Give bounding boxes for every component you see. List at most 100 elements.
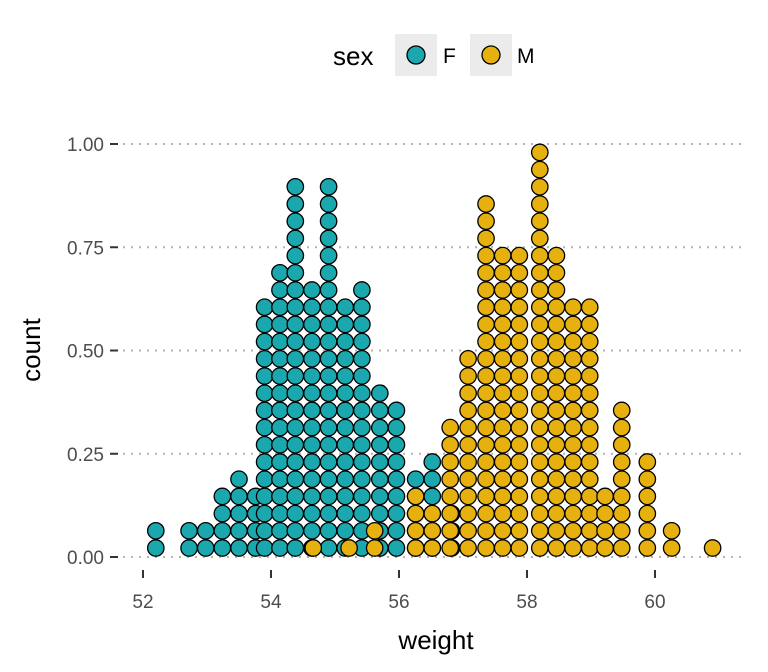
dot-f <box>230 539 248 557</box>
dot-f <box>336 349 355 368</box>
dot-f <box>255 504 274 523</box>
dot-m <box>459 487 477 506</box>
x-axis-title: weight <box>397 625 474 655</box>
dot-m <box>493 281 512 299</box>
dot-m <box>530 418 549 437</box>
dot-f <box>286 212 305 231</box>
dot-m <box>596 539 614 557</box>
dot-f <box>336 521 355 540</box>
dot-m <box>423 539 442 557</box>
dot-m <box>477 384 495 403</box>
dot-m <box>564 487 582 506</box>
dot-f <box>255 315 274 334</box>
dot-m <box>662 539 681 557</box>
dot-m <box>547 401 566 420</box>
dot-f <box>286 195 305 213</box>
dot-m <box>580 315 599 334</box>
dot-m <box>580 521 599 540</box>
dot-f <box>146 521 165 540</box>
dot-f <box>146 539 165 557</box>
dot-m <box>530 332 549 351</box>
dot-m <box>530 401 549 420</box>
dot-m <box>547 539 566 557</box>
dot-f <box>319 521 338 540</box>
dot-m <box>564 298 582 317</box>
dot-m <box>477 332 495 351</box>
x-tick-label: 60 <box>644 592 665 613</box>
dot-m <box>596 521 614 540</box>
dot-m <box>638 504 657 523</box>
dot-f <box>423 487 442 506</box>
dot-m <box>547 315 566 334</box>
dot-f <box>336 298 355 317</box>
dot-f <box>286 435 305 454</box>
y-tick-label: 0.50 <box>67 342 104 363</box>
dot-m <box>580 367 599 385</box>
dot-m <box>510 367 529 385</box>
dot-m <box>530 367 549 385</box>
dot-f <box>255 453 274 471</box>
dot-m <box>530 281 549 299</box>
dot-f <box>353 298 371 317</box>
x-tick-label: 54 <box>260 592 282 613</box>
dot-m <box>406 521 425 540</box>
dot-m <box>459 349 477 368</box>
x-axis: 52 54 56 58 60 <box>132 570 666 613</box>
dot-f <box>196 521 215 540</box>
dot-m <box>580 349 599 368</box>
dot-m <box>530 212 549 231</box>
dot-m <box>493 384 512 403</box>
dot-m <box>477 487 495 506</box>
dot-f <box>303 487 321 506</box>
dot-f <box>336 435 355 454</box>
dot-m <box>547 453 566 471</box>
dot-f <box>353 281 371 299</box>
dot-m <box>530 160 549 179</box>
dot-m <box>564 504 582 523</box>
dot-m <box>530 229 549 248</box>
dot-m <box>510 298 529 317</box>
dot-m <box>580 332 599 351</box>
dot-f <box>303 315 321 334</box>
dot-f <box>303 453 321 471</box>
dot-f <box>271 539 289 557</box>
dot-m <box>638 453 657 471</box>
dot-m <box>564 349 582 368</box>
dot-f <box>370 487 389 506</box>
dot-m <box>564 315 582 334</box>
dot-m <box>477 435 495 454</box>
dot-f <box>303 384 321 403</box>
dot-f <box>319 229 338 248</box>
dot-f <box>213 487 232 506</box>
dot-f <box>271 281 289 299</box>
dot-m <box>596 487 614 506</box>
dot-m <box>477 539 495 557</box>
dot-m <box>510 315 529 334</box>
dot-m <box>493 401 512 420</box>
dot-f <box>370 435 389 454</box>
dot-f <box>370 470 389 489</box>
dot-m <box>477 195 495 213</box>
dot-f <box>319 487 338 506</box>
dot-m <box>493 539 512 557</box>
dot-f <box>286 539 305 557</box>
dot-f <box>286 298 305 317</box>
dot-f <box>255 298 274 317</box>
dot-m <box>510 332 529 351</box>
dot-m <box>477 504 495 523</box>
dot-m <box>564 435 582 454</box>
dot-m <box>612 435 631 454</box>
dot-f <box>319 212 338 231</box>
dot-m <box>564 384 582 403</box>
dot-f <box>336 418 355 437</box>
dot-f <box>353 401 371 420</box>
dot-f <box>213 539 232 557</box>
x-tick-label: 56 <box>388 592 409 613</box>
dot-f <box>303 298 321 317</box>
dot-m <box>423 504 442 523</box>
dot-m <box>580 401 599 420</box>
dot-m <box>493 487 512 506</box>
dot-m <box>547 470 566 489</box>
dot-m <box>493 521 512 540</box>
